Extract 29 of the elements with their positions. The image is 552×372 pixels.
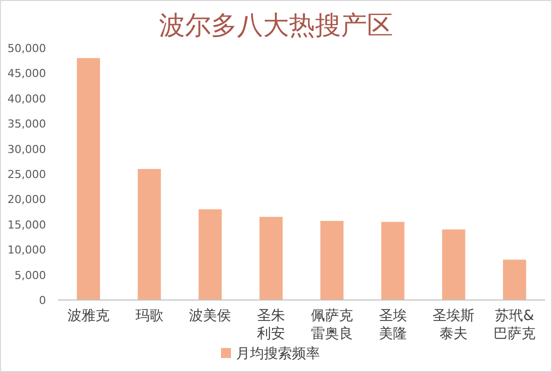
bar [198,209,222,300]
x-tick-label: 佩萨克雷奥良 [310,308,353,342]
chart-title: 波尔多八大热搜产区 [159,11,393,41]
y-tick-label: 10,000 [8,244,46,257]
x-tick-label: 波雅克 [67,308,110,324]
y-tick-label: 50,000 [8,42,46,55]
x-tick-label: 圣埃美隆 [378,308,407,342]
y-tick-label: 5,000 [14,268,46,282]
bar [381,222,404,300]
bar [442,229,466,300]
y-tick-label: 30,000 [8,142,46,156]
x-tick-label: 圣朱利安 [257,308,286,342]
y-tick-label: 0 [39,294,46,307]
bar [320,220,344,300]
y-tick-label: 40,000 [8,92,46,106]
x-tick-label: 玛歌 [135,308,164,324]
bar [138,168,161,300]
y-tick-label: 45,000 [8,67,46,80]
y-tick-label: 25,000 [8,168,46,181]
x-tick-label: 波美侯 [189,308,232,324]
y-tick-label: 15,000 [8,218,46,232]
x-tick-label: 圣埃斯泰夫 [432,308,475,342]
bar [76,58,100,300]
bar [259,216,283,300]
x-tick-label: 苏玳&巴萨克 [494,308,536,342]
legend-label: 月均搜索频率 [236,346,320,362]
y-tick-label: 35,000 [8,118,46,131]
bar [502,260,526,300]
y-tick-label: 20,000 [8,193,46,206]
